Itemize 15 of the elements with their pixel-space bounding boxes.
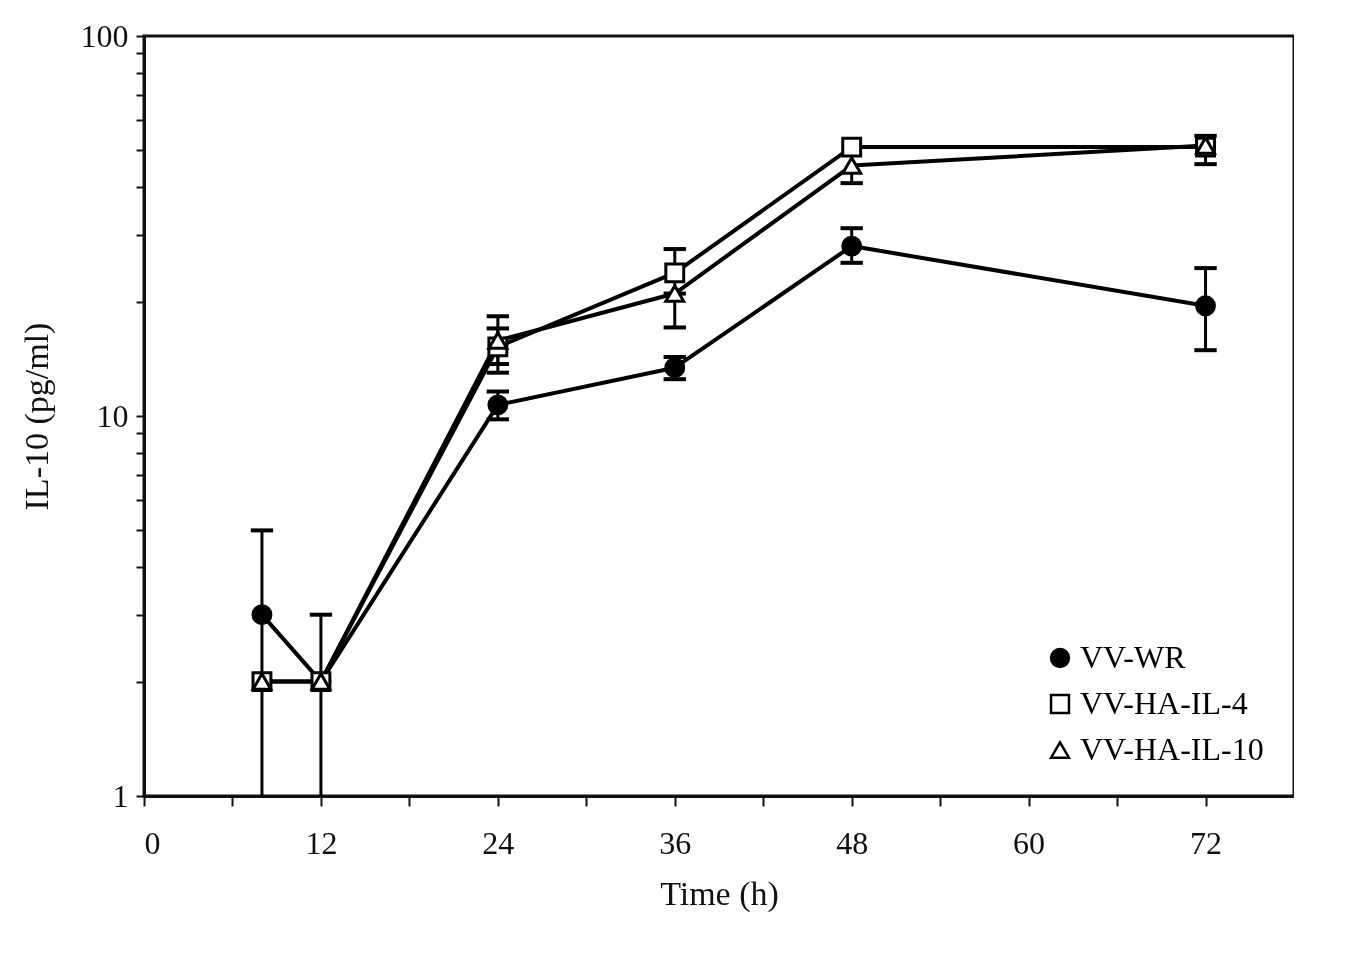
y-tick-label: 10 <box>96 397 129 434</box>
legend-label: VV-HA-IL-10 <box>1080 731 1264 767</box>
x-tick-label: 60 <box>1013 824 1046 861</box>
x-axis-title: Time (h) <box>660 874 779 913</box>
legend-label: VV-HA-IL-4 <box>1080 685 1248 721</box>
x-tick-label: 36 <box>659 824 692 861</box>
x-tick-label: 24 <box>482 824 515 861</box>
x-tick-label: 0 <box>144 824 161 861</box>
legend-label: VV-WR <box>1080 639 1187 675</box>
y-tick-label: 1 <box>112 777 129 814</box>
x-tick-label: 48 <box>836 824 869 861</box>
y-tick-label: 100 <box>80 17 129 54</box>
y-axis-title: IL-10 (pg/ml) <box>17 322 56 511</box>
x-tick-label: 72 <box>1190 824 1223 861</box>
x-tick-label: 12 <box>305 824 338 861</box>
